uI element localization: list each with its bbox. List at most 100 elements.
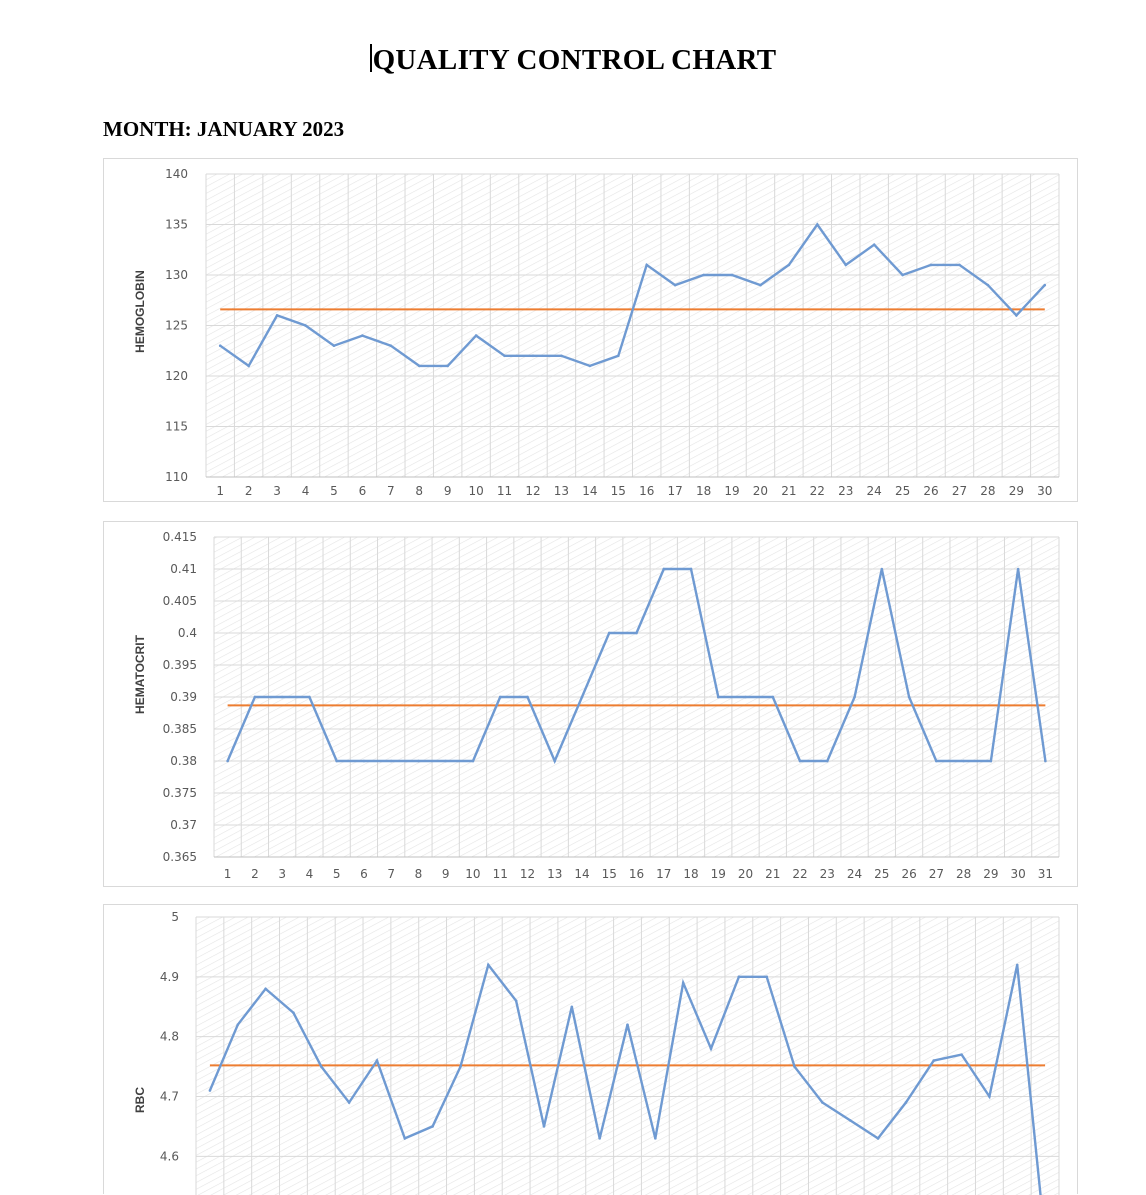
data-point <box>935 759 938 763</box>
data-point <box>553 759 557 763</box>
y-tick-label: 110 <box>165 470 188 484</box>
data-point <box>247 364 250 368</box>
y-axis-title: HEMOGLOBIN <box>133 270 147 353</box>
data-point <box>375 1059 379 1062</box>
data-point <box>498 695 502 699</box>
data-point <box>292 1011 295 1015</box>
data-point <box>904 1101 908 1104</box>
data-point <box>607 631 611 635</box>
data-point <box>876 1137 880 1140</box>
data-point <box>759 283 762 287</box>
data-point <box>389 344 393 347</box>
data-point <box>816 223 819 226</box>
data-point <box>275 314 279 317</box>
x-tick-label: 21 <box>765 867 780 881</box>
x-tick-label: 12 <box>520 867 535 881</box>
x-tick-label: 25 <box>874 867 889 881</box>
y-axis-title: RBC <box>133 1087 147 1113</box>
data-point <box>962 759 965 763</box>
y-tick-label: 4.8 <box>160 1030 179 1044</box>
x-tick-label: 14 <box>574 867 589 881</box>
data-point <box>826 759 829 763</box>
data-point <box>444 759 447 763</box>
x-tick-label: 8 <box>415 484 423 498</box>
data-point <box>218 344 222 347</box>
data-point <box>1015 963 1019 967</box>
y-tick-label: 0.365 <box>163 850 197 864</box>
y-tick-label: 0.38 <box>170 754 197 768</box>
data-point <box>771 695 775 699</box>
x-tick-label: 28 <box>956 867 971 881</box>
x-tick-label: 1 <box>224 867 232 881</box>
data-series-line <box>219 222 1046 368</box>
x-tick-label: 20 <box>738 867 753 881</box>
data-point <box>689 567 693 571</box>
x-tick-label: 24 <box>867 484 882 498</box>
data-point <box>514 999 518 1003</box>
x-tick-label: 23 <box>838 484 853 498</box>
y-tick-label: 135 <box>165 218 188 232</box>
data-point <box>226 759 229 763</box>
y-tick-label: 0.41 <box>170 562 197 576</box>
data-point <box>793 1065 796 1068</box>
x-tick-label: 29 <box>1009 484 1024 498</box>
data-point <box>570 1005 574 1009</box>
data-point <box>417 364 421 368</box>
x-tick-label: 25 <box>895 484 910 498</box>
y-tick-label: 0.415 <box>163 530 197 544</box>
data-point <box>560 354 563 358</box>
data-point <box>1015 314 1018 317</box>
x-tick-label: 30 <box>1037 484 1052 498</box>
x-tick-label: 11 <box>497 484 512 498</box>
x-tick-label: 31 <box>1038 867 1053 881</box>
y-tick-label: 4.9 <box>160 970 179 984</box>
y-tick-label: 0.405 <box>163 594 197 608</box>
data-point <box>798 759 802 763</box>
data-point <box>929 263 933 267</box>
data-point <box>932 1059 936 1062</box>
x-tick-label: 4 <box>302 484 310 498</box>
y-tick-label: 0.37 <box>170 818 197 832</box>
x-tick-label: 13 <box>554 484 569 498</box>
data-point <box>598 1137 601 1140</box>
x-tick-label: 15 <box>602 867 617 881</box>
x-tick-label: 13 <box>547 867 562 881</box>
data-point <box>960 1053 963 1056</box>
x-tick-label: 9 <box>442 867 450 881</box>
x-tick-label: 24 <box>847 867 862 881</box>
x-tick-label: 7 <box>387 867 395 881</box>
data-point <box>280 695 284 699</box>
x-tick-label: 26 <box>901 867 916 881</box>
x-tick-label: 20 <box>753 484 768 498</box>
y-tick-label: 125 <box>165 319 188 333</box>
x-tick-label: 22 <box>792 867 807 881</box>
y-tick-label: 0.39 <box>170 690 197 704</box>
data-point <box>730 273 734 277</box>
page-title: QUALITY CONTROL CHART <box>0 44 1146 77</box>
data-point <box>459 1065 462 1068</box>
x-tick-label: 11 <box>493 867 508 881</box>
data-point <box>989 759 993 763</box>
x-tick-label: 23 <box>820 867 835 881</box>
x-tick-label: 2 <box>245 484 253 498</box>
x-tick-label: 10 <box>468 484 483 498</box>
x-tick-label: 28 <box>980 484 995 498</box>
hematocrit-chart-svg: 0.365 0.37 0.375 0.38 0.385 0.39 0.395 0.4 0.405… <box>133 530 1060 881</box>
x-tick-label: 26 <box>923 484 938 498</box>
data-point <box>673 283 677 287</box>
x-tick-label: 1 <box>216 484 224 498</box>
data-point <box>635 631 638 635</box>
data-point <box>588 364 592 368</box>
data-point <box>907 695 911 699</box>
data-point <box>503 354 506 358</box>
data-point <box>580 695 584 699</box>
y-tick-label: 4.6 <box>160 1149 179 1163</box>
data-point <box>1043 283 1047 287</box>
y-tick-label: 115 <box>165 420 188 434</box>
data-point <box>236 1023 240 1026</box>
data-point <box>1016 567 1020 571</box>
data-point <box>709 1047 713 1050</box>
y-tick-label: 0.375 <box>163 786 197 800</box>
data-point <box>848 1119 852 1122</box>
